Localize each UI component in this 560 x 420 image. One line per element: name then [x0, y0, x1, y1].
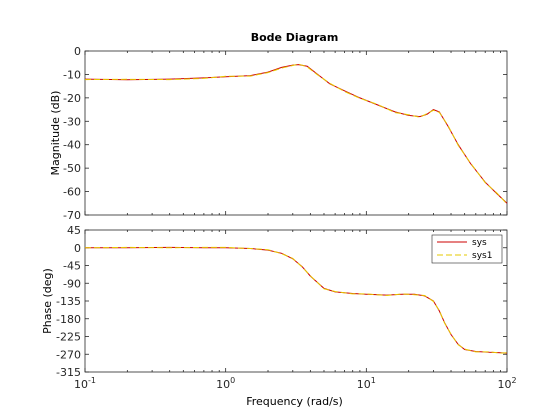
phase-ytick-label: 45	[67, 224, 81, 237]
x-tick-base: 10	[497, 378, 511, 391]
phase-ytick-label: -270	[56, 348, 81, 361]
phase-y-label: Phase (deg)	[41, 268, 54, 334]
magnitude-ytick-label: -20	[63, 92, 81, 105]
magnitude-series-sys1	[84, 63, 508, 205]
magnitude-ytick-label: -10	[63, 68, 81, 81]
phase-series-sys1	[84, 246, 508, 354]
chart-title: Bode Diagram	[251, 31, 339, 44]
x-tick-label: 101	[357, 376, 376, 391]
x-tick-exponent: 0	[230, 376, 235, 385]
magnitude-ytick-label: -40	[63, 139, 81, 152]
magnitude-ytick-label: -30	[63, 115, 81, 128]
x-tick-base: 10	[74, 378, 88, 391]
magnitude-ytick-label: -60	[63, 186, 81, 199]
legend-label-sys1: sys1	[472, 251, 492, 261]
x-tick-exponent: 2	[511, 376, 516, 385]
phase-ytick-label: -315	[56, 366, 81, 379]
magnitude-x-ticks	[84, 51, 508, 215]
x-tick-labels: 10-1 100 101 102	[74, 376, 517, 391]
legend: sys sys1	[431, 234, 503, 264]
phase-ytick-label: -180	[56, 313, 81, 326]
magnitude-axes-box	[84, 50, 508, 216]
x-tick-exponent: 1	[371, 376, 376, 385]
magnitude-y-ticks: 0 -10 -20 -30 -40 -50 -60 -70	[63, 45, 507, 222]
phase-series	[84, 246, 508, 354]
phase-ytick-label: -135	[56, 295, 81, 308]
magnitude-ytick-label: 0	[74, 45, 81, 58]
legend-label-sys: sys	[472, 238, 487, 248]
x-tick-base: 10	[357, 378, 371, 391]
phase-ytick-label: -225	[56, 331, 81, 344]
magnitude-y-label: Magnitude (dB)	[49, 91, 62, 176]
legend-box	[431, 234, 503, 264]
phase-y-ticks: 45 0 -45 -90 -135 -180 -225 -270 -315	[56, 224, 507, 379]
phase-ytick-label: -45	[63, 260, 81, 273]
x-axis-label: Frequency (rad/s)	[246, 395, 343, 408]
magnitude-panel: 0 -10 -20 -30 -40 -50 -60 -70 Magnitude (dB)	[49, 45, 508, 222]
phase-ytick-label: 0	[74, 242, 81, 255]
phase-x-ticks	[84, 230, 508, 372]
magnitude-series	[84, 63, 508, 205]
x-tick-label: 100	[216, 376, 235, 391]
x-tick-exponent: -1	[88, 376, 96, 385]
magnitude-ytick-label: -50	[63, 162, 81, 175]
x-tick-base: 10	[216, 378, 230, 391]
phase-ytick-label: -90	[63, 277, 81, 290]
magnitude-series-sys	[84, 64, 508, 204]
magnitude-ytick-label: -70	[63, 209, 81, 222]
x-tick-label: 102	[497, 376, 516, 391]
x-tick-label: 10-1	[74, 376, 96, 391]
phase-panel: 45 0 -45 -90 -135 -180 -225 -270 -315 Phase (deg…	[41, 224, 508, 379]
